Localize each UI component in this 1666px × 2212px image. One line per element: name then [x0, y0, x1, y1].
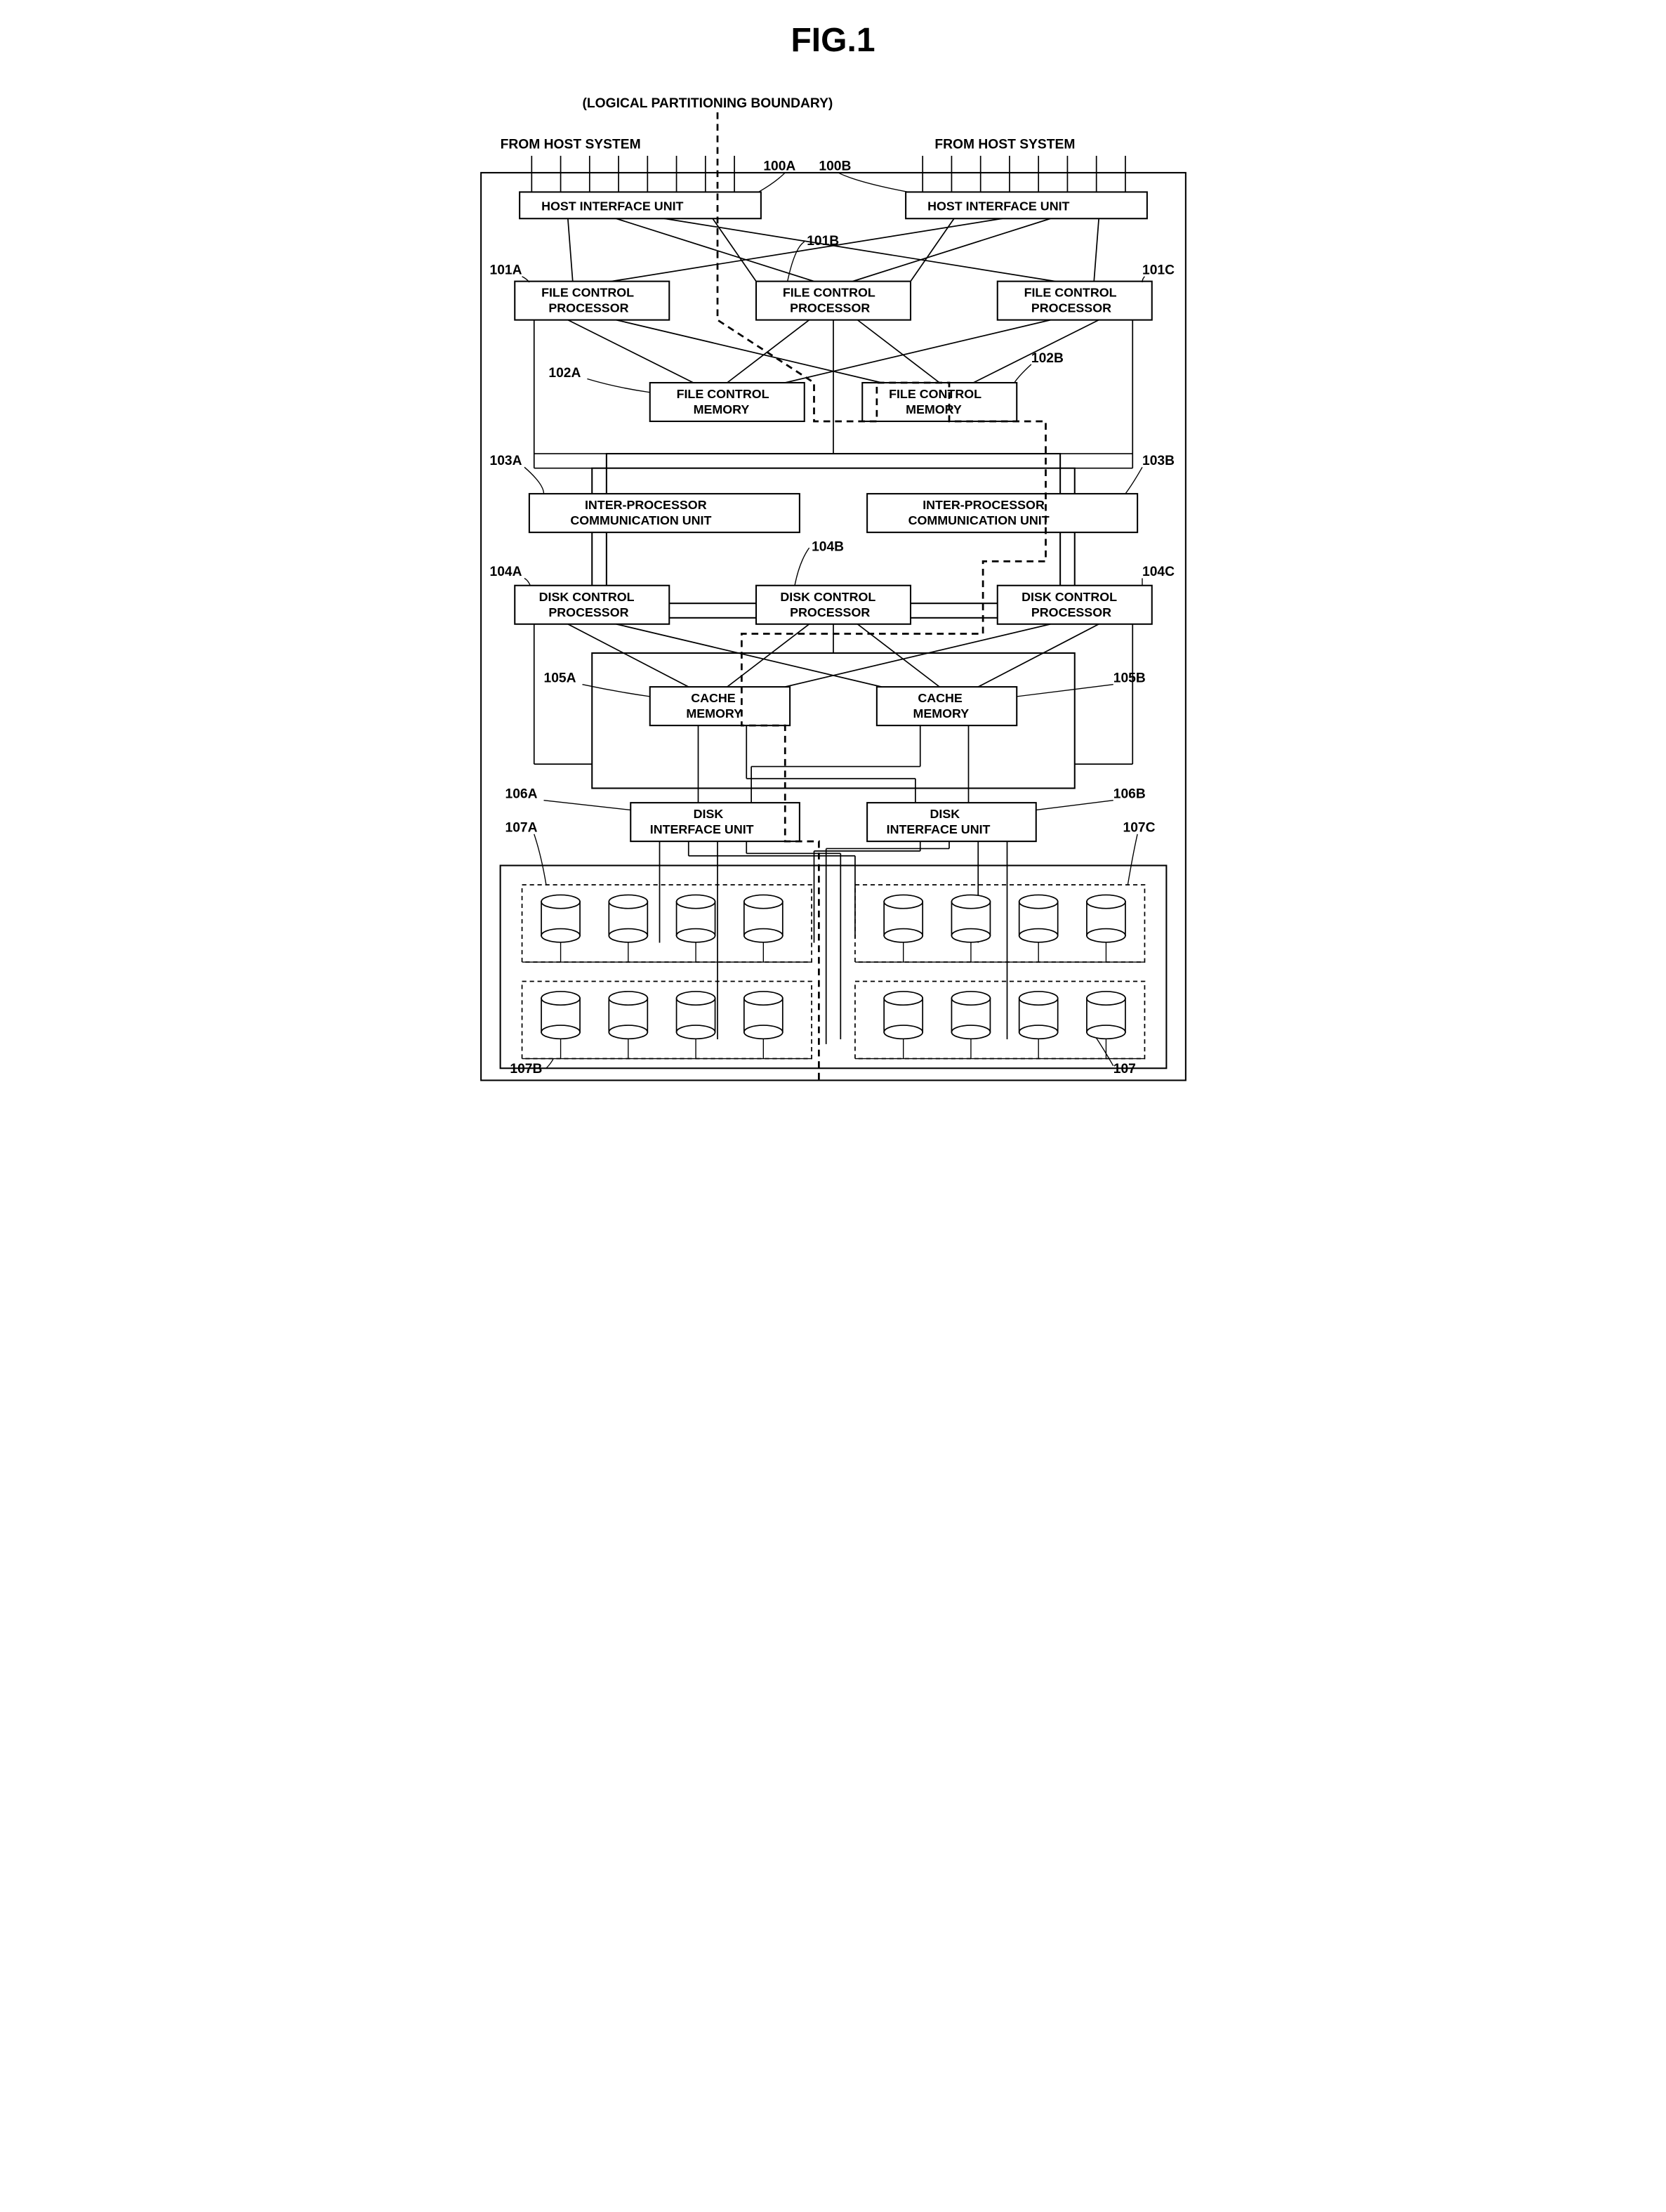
ipc-a-l2: COMMUNICATION UNIT: [570, 513, 711, 527]
host-iface-b-label: HOST INTERFACE UNIT: [927, 199, 1069, 213]
fcm-b-l2: MEMORY: [906, 402, 962, 416]
host-iface-a-label: HOST INTERFACE UNIT: [541, 199, 683, 213]
boundary-label: (LOGICAL PARTITIONING BOUNDARY): [582, 96, 833, 111]
ref-106a: 106A: [505, 786, 537, 801]
ref-105b: 105B: [1113, 671, 1145, 685]
ref-106b: 106B: [1113, 786, 1145, 801]
cache-b-l2: MEMORY: [913, 706, 969, 720]
ref-107c: 107C: [1123, 820, 1155, 835]
from-host-left: FROM HOST SYSTEM: [500, 138, 640, 152]
ref-107: 107: [1113, 1062, 1135, 1077]
disk-frame: [500, 866, 1166, 1069]
disks: [541, 895, 1125, 1058]
ref-104c: 104C: [1142, 565, 1175, 579]
ipc-b-l1: INTER-PROCESSOR: [923, 498, 1045, 512]
fcm-a-l2: MEMORY: [693, 402, 749, 416]
ref-103b: 103B: [1142, 454, 1175, 468]
fcp-b-l2: PROCESSOR: [790, 301, 870, 315]
fcp-a-l2: PROCESSOR: [548, 301, 628, 315]
ref-101a: 101A: [489, 263, 522, 277]
dcp-b-l1: DISK CONTROL: [780, 590, 875, 604]
dcp-a-l2: PROCESSOR: [548, 605, 628, 619]
host-ticks-right: [923, 156, 1125, 192]
dcp-b-l2: PROCESSOR: [790, 605, 870, 619]
ref-102b: 102B: [1031, 351, 1063, 366]
dif-a-l2: INTERFACE UNIT: [649, 822, 753, 836]
dif-b-l1: DISK: [930, 807, 960, 821]
from-host-right: FROM HOST SYSTEM: [934, 138, 1075, 152]
dcp-a-l1: DISK CONTROL: [538, 590, 634, 604]
cache-b-l1: CACHE: [918, 691, 963, 705]
dcp-c-l1: DISK CONTROL: [1022, 590, 1117, 604]
ipc-b-l2: COMMUNICATION UNIT: [908, 513, 1049, 527]
ref-103a: 103A: [489, 454, 522, 468]
fcp-c-l2: PROCESSOR: [1031, 301, 1111, 315]
ref-107a: 107A: [505, 820, 537, 835]
ref-100a: 100A: [763, 159, 795, 174]
ref-102a: 102A: [548, 366, 581, 381]
cache-a-l2: MEMORY: [686, 706, 742, 720]
fcm-b-l1: FILE CONTROL: [889, 387, 981, 401]
dcp-c-l2: PROCESSOR: [1031, 605, 1111, 619]
ref-107b: 107B: [510, 1062, 542, 1077]
fcp-b-l1: FILE CONTROL: [782, 286, 875, 300]
cache-a-l1: CACHE: [691, 691, 736, 705]
dif-a-l1: DISK: [693, 807, 723, 821]
fcm-a-l1: FILE CONTROL: [676, 387, 769, 401]
ref-104a: 104A: [489, 565, 522, 579]
ref-101c: 101C: [1142, 263, 1175, 277]
fcp-a-l1: FILE CONTROL: [541, 286, 634, 300]
figure-title: FIG.1: [21, 21, 1645, 60]
diagram: (LOGICAL PARTITIONING BOUNDARY) FROM HOS…: [447, 74, 1219, 1098]
ref-105a: 105A: [543, 671, 576, 685]
host-ticks-left: [531, 156, 734, 192]
ref-104b: 104B: [812, 539, 844, 554]
hif-fcp-lines: [567, 218, 1098, 281]
ipc-a-l1: INTER-PROCESSOR: [584, 498, 706, 512]
dif-b-l2: INTERFACE UNIT: [886, 822, 990, 836]
fcp-c-l1: FILE CONTROL: [1024, 286, 1116, 300]
ref-100b: 100B: [819, 159, 851, 174]
